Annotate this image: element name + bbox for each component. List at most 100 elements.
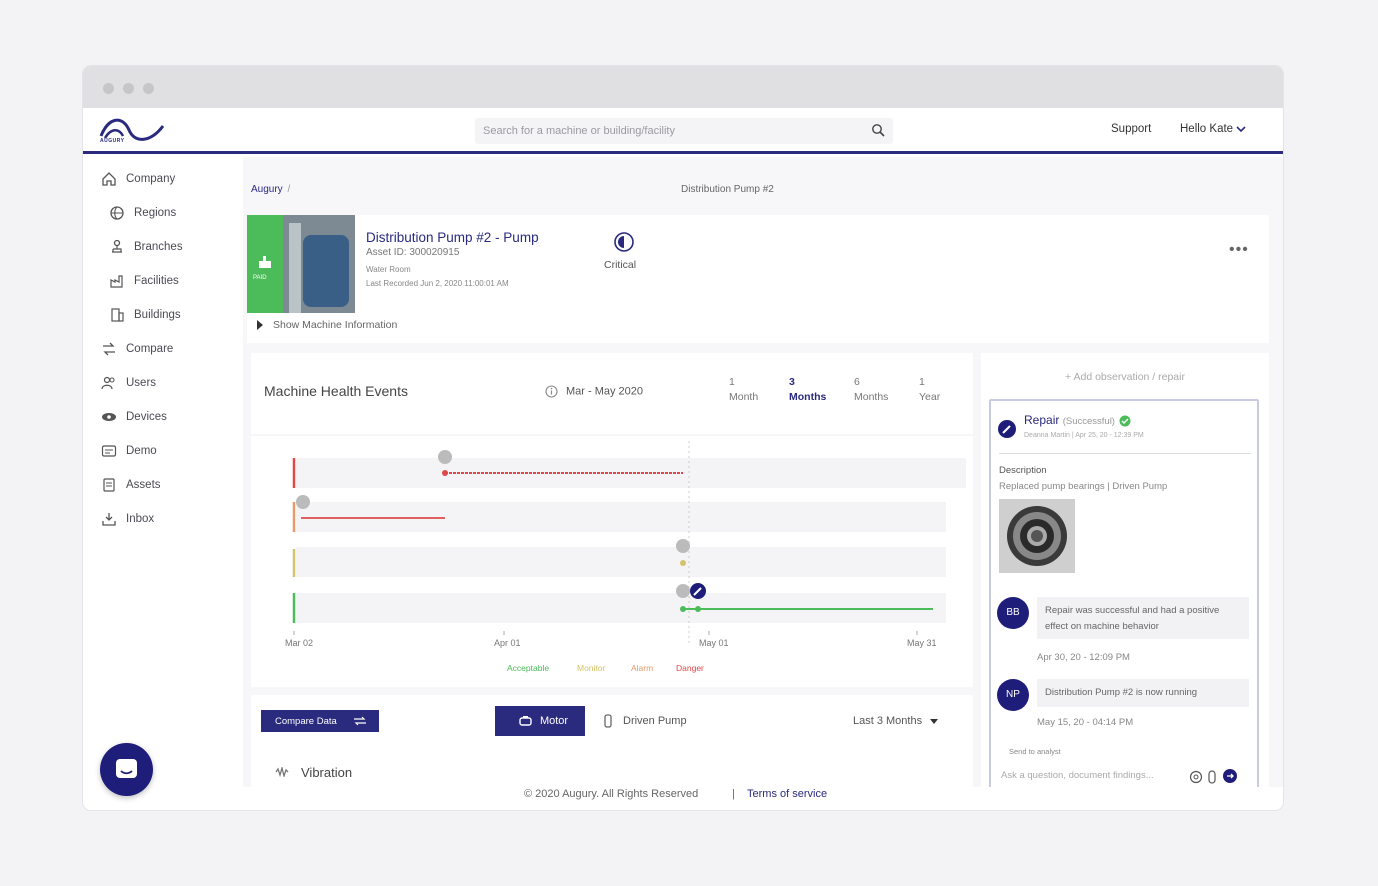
device-icon bbox=[102, 413, 116, 421]
attach-icon[interactable] bbox=[1207, 770, 1217, 784]
chat-launcher-button[interactable] bbox=[100, 743, 153, 796]
event-marker-icon[interactable] bbox=[296, 495, 310, 509]
motor-label: Motor bbox=[539, 714, 569, 727]
repair-wrench-icon bbox=[998, 420, 1016, 438]
users-icon bbox=[101, 376, 115, 390]
period-3-months[interactable]: 3 Months bbox=[789, 375, 826, 405]
window-maximize-dot[interactable] bbox=[143, 83, 154, 94]
acceptable-point[interactable] bbox=[680, 606, 686, 612]
machine-room: Water Room bbox=[366, 265, 411, 274]
x-tick-label: Apr 01 bbox=[494, 638, 521, 648]
x-tick-label: May 31 bbox=[907, 638, 937, 648]
more-options-icon[interactable]: ••• bbox=[1229, 241, 1249, 258]
breadcrumb-root[interactable]: Augury bbox=[251, 184, 283, 195]
search-icon[interactable] bbox=[871, 123, 885, 137]
period-num: 1 bbox=[729, 376, 735, 388]
sidebar-item-label: Company bbox=[126, 173, 176, 185]
augury-logo[interactable] bbox=[99, 116, 167, 146]
sidebar-item-demo[interactable]: Demo bbox=[101, 443, 157, 459]
date-range[interactable]: Mar - May 2020 bbox=[545, 385, 643, 398]
assets-icon bbox=[103, 478, 115, 492]
event-marker-icon[interactable] bbox=[676, 539, 690, 553]
period-6-months[interactable]: 6 Months bbox=[854, 375, 888, 405]
period-1-month[interactable]: 1 Month bbox=[729, 375, 758, 405]
monitor-point[interactable] bbox=[680, 560, 686, 566]
health-events-panel: Machine Health Events Mar - May 2020 1 Mo… bbox=[251, 353, 973, 687]
range-select[interactable]: Last 3 Months bbox=[853, 715, 939, 727]
motor-button[interactable]: Motor bbox=[495, 706, 585, 736]
sidebar-item-company[interactable]: Company bbox=[101, 171, 175, 187]
sidebar-item-label: Devices bbox=[126, 411, 167, 423]
description-heading: Description bbox=[999, 465, 1047, 476]
support-link[interactable]: Support bbox=[1111, 123, 1152, 135]
window-minimize-dot[interactable] bbox=[123, 83, 134, 94]
terms-link[interactable]: Terms of service bbox=[747, 788, 828, 800]
show-machine-info[interactable]: Show Machine Information bbox=[257, 319, 397, 331]
sidebar-item-users[interactable]: Users bbox=[101, 375, 156, 391]
driven-label: Driven Pump bbox=[623, 714, 687, 727]
wrench-icon bbox=[693, 587, 702, 596]
x-tick-label: May 01 bbox=[699, 638, 729, 648]
paid-badge: PAID bbox=[253, 275, 267, 281]
send-to-analyst-checkbox[interactable]: Send to analyst bbox=[1009, 747, 1061, 756]
period-unit: Months bbox=[789, 391, 827, 403]
comment-input[interactable]: Ask a question, document findings... bbox=[1001, 770, 1154, 781]
sidebar-item-devices[interactable]: Devices bbox=[101, 409, 167, 425]
legend-danger: Danger bbox=[676, 663, 704, 673]
expand-triangle-icon bbox=[257, 320, 263, 331]
sidebar-item-label: Inbox bbox=[126, 513, 155, 525]
avatar: BB bbox=[997, 597, 1029, 629]
user-menu[interactable]: Hello Kate bbox=[1180, 123, 1246, 135]
vibration-icon bbox=[275, 767, 289, 777]
machine-photo[interactable]: PAID bbox=[247, 215, 355, 313]
criticality-icon bbox=[614, 232, 634, 252]
period-num: 1 bbox=[919, 376, 925, 388]
mention-icon[interactable] bbox=[1189, 770, 1203, 784]
compare-label: Compare Data bbox=[275, 715, 337, 727]
repair-title: Repair (Successful) bbox=[1024, 413, 1131, 427]
sidebar-item-regions[interactable]: Regions bbox=[109, 205, 176, 221]
footer: © 2020 Augury. All Rights Reserved | Ter… bbox=[243, 787, 1283, 810]
sidebar-item-compare[interactable]: Compare bbox=[101, 341, 173, 357]
window-close-dot[interactable] bbox=[103, 83, 114, 94]
tree-icon bbox=[112, 239, 122, 253]
danger-point[interactable] bbox=[442, 470, 448, 476]
period-num: 6 bbox=[854, 376, 860, 388]
comment-time: Apr 30, 20 - 12:09 PM bbox=[1037, 652, 1130, 663]
search-placeholder: Search for a machine or building/facilit… bbox=[483, 125, 675, 137]
machine-card: PAID Distribution Pump #2 - Pump Asset I… bbox=[247, 215, 1269, 343]
comment-text: Repair was successful and had a positive… bbox=[1037, 597, 1249, 639]
comment-time: May 15, 20 - 04:14 PM bbox=[1037, 717, 1134, 728]
logo-text: AUGURY bbox=[100, 138, 125, 144]
sidebar-item-label: Branches bbox=[134, 241, 183, 253]
vibration-section[interactable]: Vibration bbox=[251, 757, 973, 787]
plan-icon bbox=[259, 256, 271, 268]
sidebar-item-inbox[interactable]: Inbox bbox=[101, 511, 154, 527]
main-content: Augury / Distribution Pump #2 PAID Distr… bbox=[243, 157, 1283, 799]
period-unit: Months bbox=[854, 391, 889, 403]
period-1-year[interactable]: 1 Year bbox=[919, 375, 940, 405]
sidebar-item-label: Compare bbox=[126, 343, 174, 355]
sidebar-item-facilities[interactable]: Facilities bbox=[109, 273, 179, 289]
date-range-label: Mar - May 2020 bbox=[566, 385, 644, 398]
event-marker-icon[interactable] bbox=[438, 450, 452, 464]
search-bar[interactable]: Search for a machine or building/facilit… bbox=[475, 118, 893, 144]
page-title: Distribution Pump #2 bbox=[681, 184, 774, 195]
sidebar-item-buildings[interactable]: Buildings bbox=[109, 307, 181, 323]
machine-name[interactable]: Distribution Pump #2 - Pump bbox=[366, 230, 539, 245]
sidebar-item-label: Regions bbox=[134, 207, 177, 219]
add-observation-button[interactable]: + Add observation / repair bbox=[1065, 371, 1185, 383]
criticality-label: Critical bbox=[604, 259, 637, 271]
event-marker-icon[interactable] bbox=[676, 584, 690, 598]
send-icon[interactable] bbox=[1222, 768, 1238, 784]
acceptable-point[interactable] bbox=[695, 606, 701, 612]
sidebar-item-branches[interactable]: Branches bbox=[109, 239, 183, 255]
bearing-photo[interactable] bbox=[999, 499, 1075, 573]
driven-pump-button[interactable]: Driven Pump bbox=[603, 714, 687, 728]
legend-acceptable: Acceptable bbox=[507, 663, 549, 673]
breadcrumb: Augury / bbox=[251, 184, 290, 195]
sidebar-item-label: Assets bbox=[126, 479, 161, 491]
sidebar-item-assets[interactable]: Assets bbox=[101, 477, 161, 493]
breadcrumb-separator: / bbox=[287, 184, 291, 195]
compare-data-button[interactable]: Compare Data bbox=[261, 710, 379, 732]
